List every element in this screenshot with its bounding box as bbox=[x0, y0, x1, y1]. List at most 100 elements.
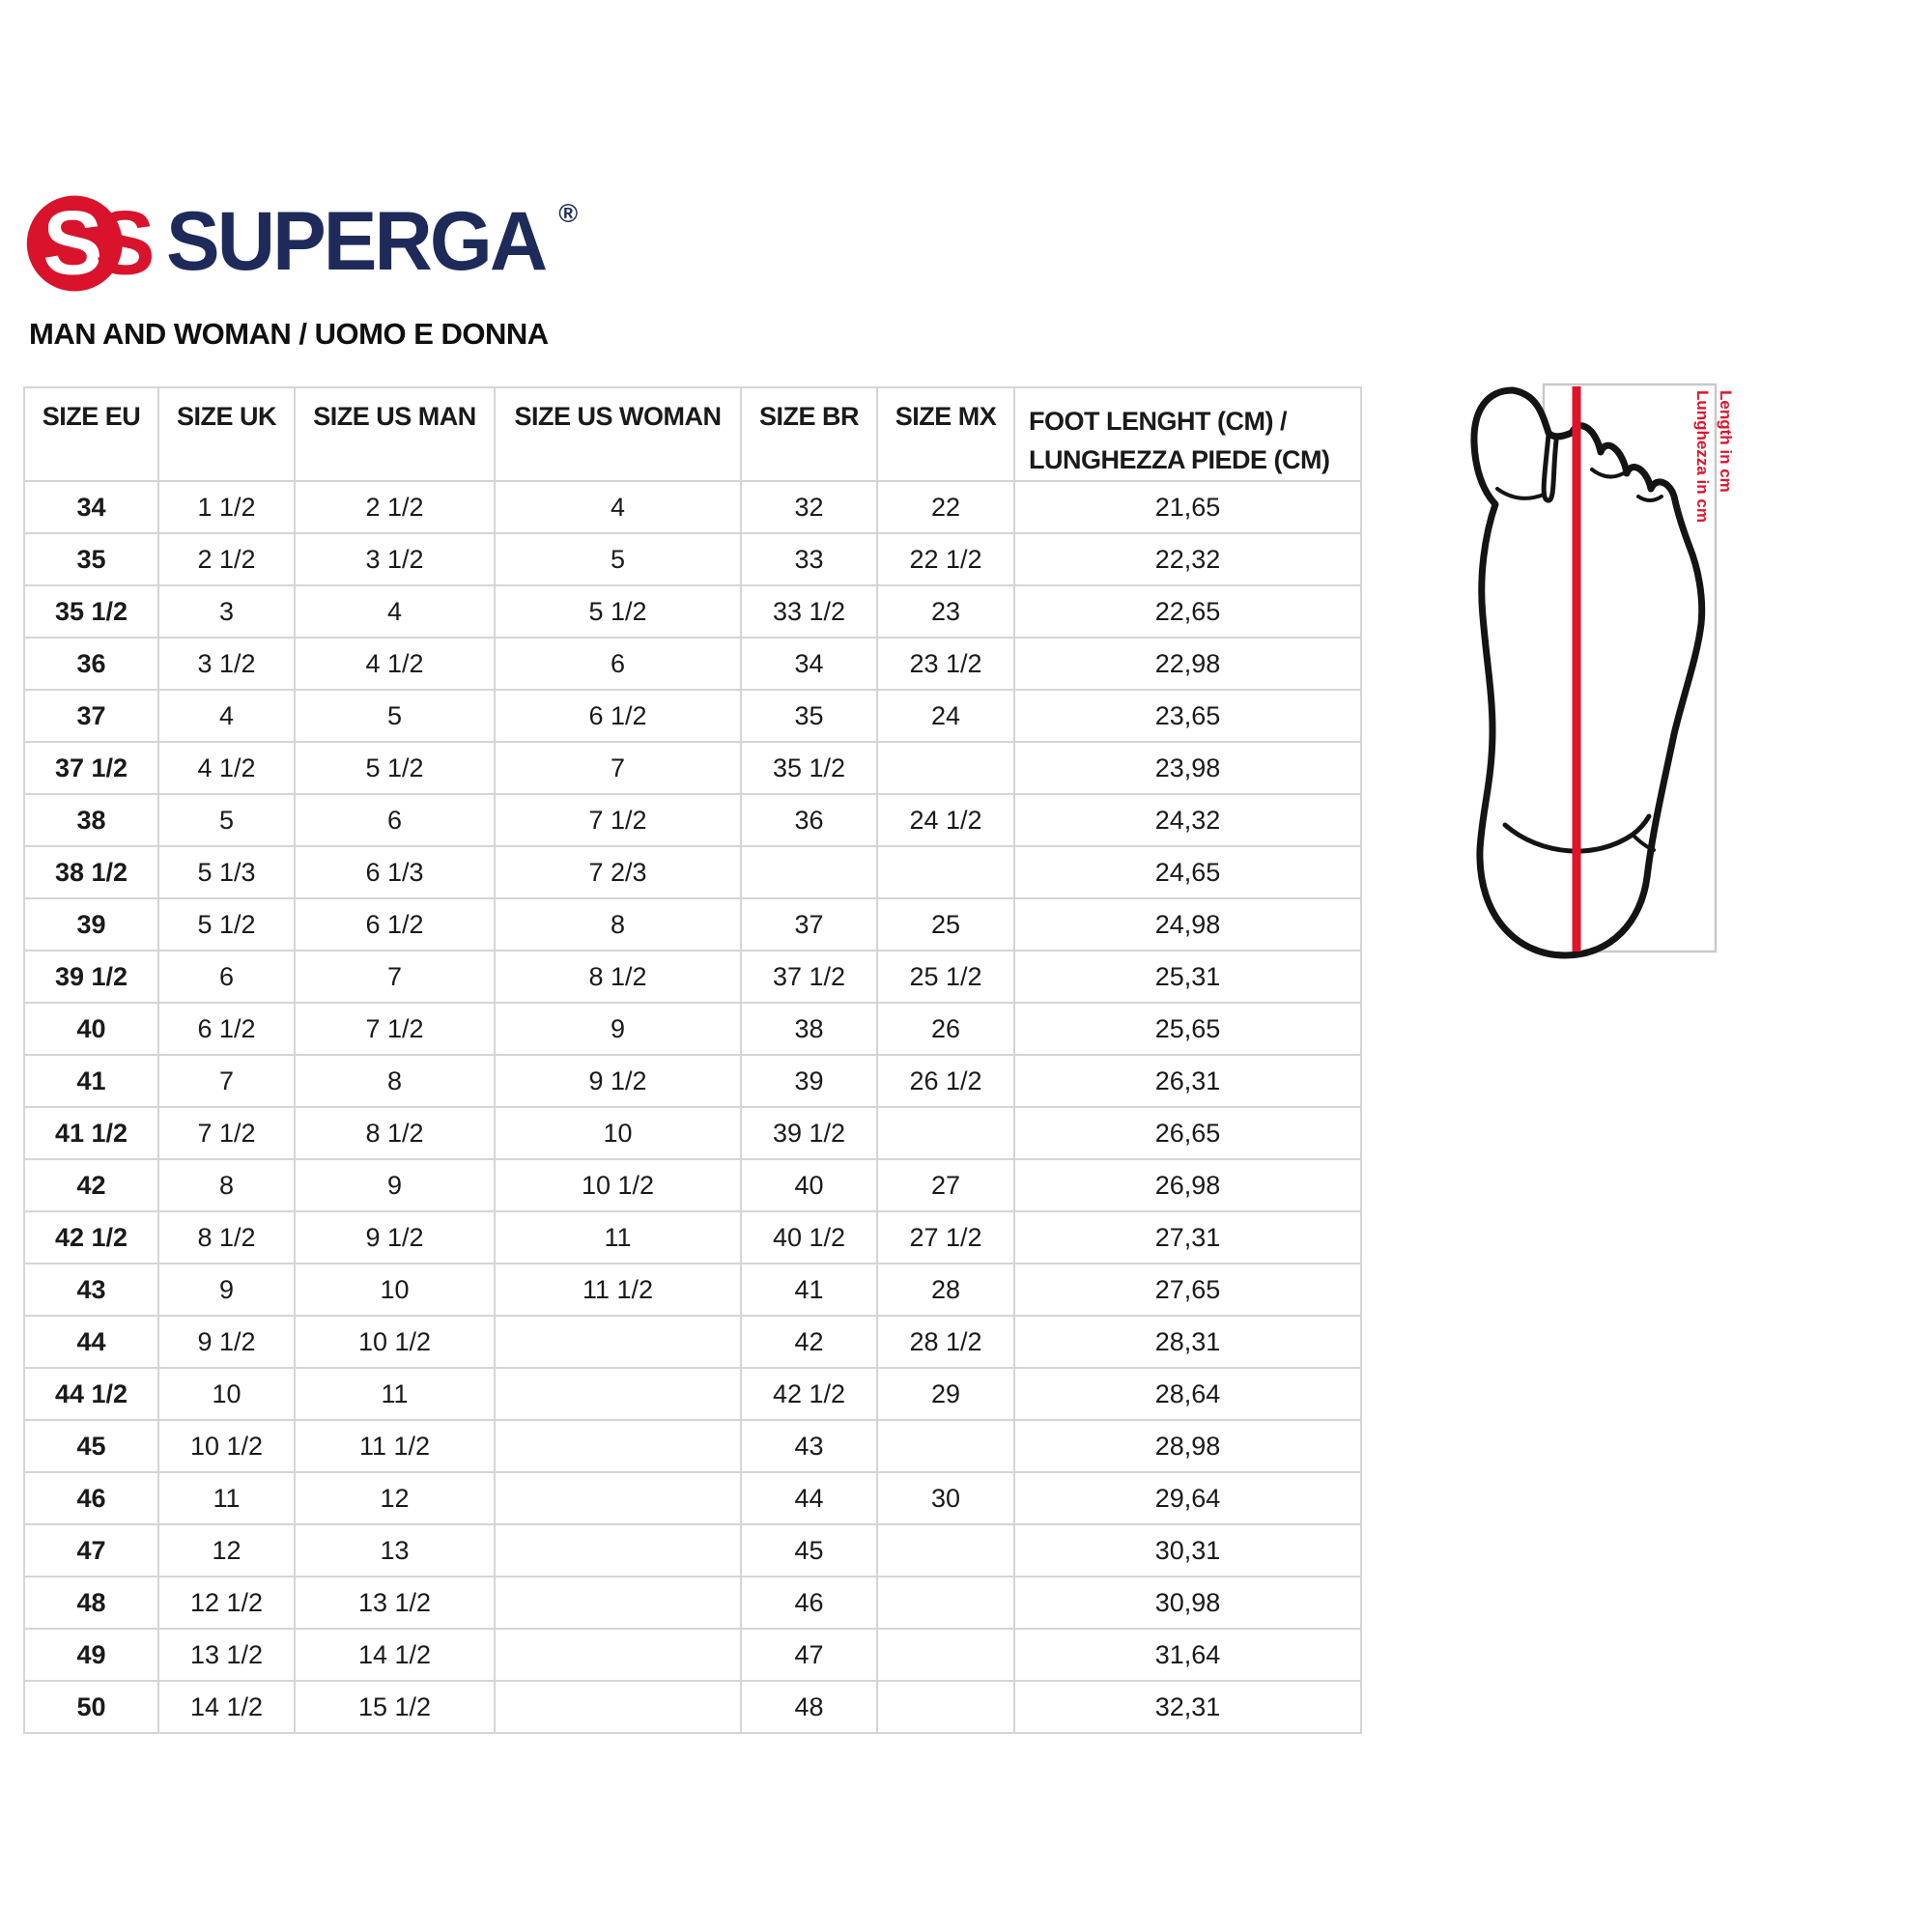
cell-size-us-woman bbox=[494, 1523, 742, 1577]
cell-size-eu: 46 bbox=[23, 1471, 159, 1525]
cell-size-br: 47 bbox=[740, 1628, 878, 1682]
cell-size-uk: 4 bbox=[157, 689, 296, 743]
size-conversion-table: SIZE EU SIZE UK SIZE US MAN SIZE US WOMA… bbox=[23, 386, 1362, 1734]
cell-size-us-man: 6 1/3 bbox=[294, 845, 496, 899]
cell-size-eu: 37 bbox=[23, 689, 159, 743]
cell-size-uk: 10 1/2 bbox=[157, 1419, 296, 1473]
cell-size-mx: 28 1/2 bbox=[876, 1315, 1015, 1369]
toe-web-loop bbox=[1541, 432, 1559, 503]
table-row: 45 10 1/2 11 1/2 43 28,98 bbox=[23, 1419, 1362, 1473]
cell-foot-length: 28,64 bbox=[1013, 1367, 1362, 1421]
cell-foot-length: 23,65 bbox=[1013, 689, 1362, 743]
cell-size-mx: 23 bbox=[876, 584, 1015, 639]
cell-size-mx: 23 1/2 bbox=[876, 637, 1015, 691]
registered-trademark: ® bbox=[558, 199, 579, 228]
cell-size-us-woman: 8 1/2 bbox=[494, 950, 742, 1004]
cell-size-us-woman: 5 bbox=[494, 532, 742, 586]
cell-size-mx: 24 bbox=[876, 689, 1015, 743]
cell-size-uk: 6 bbox=[157, 950, 296, 1004]
table-row: 38 1/2 5 1/3 6 1/3 7 2/3 24,65 bbox=[23, 845, 1362, 899]
table-row: 44 9 1/2 10 1/2 42 28 1/2 28,31 bbox=[23, 1315, 1362, 1369]
heel-line-flick bbox=[1631, 833, 1656, 852]
cell-size-us-man: 5 bbox=[294, 689, 496, 743]
cell-size-uk: 11 bbox=[157, 1471, 296, 1525]
table-row: 48 12 1/2 13 1/2 46 30,98 bbox=[23, 1576, 1362, 1630]
cell-size-us-man: 6 bbox=[294, 793, 496, 847]
cell-size-eu: 38 1/2 bbox=[23, 845, 159, 899]
header-foot-length: FOOT LENGHT (CM) / LUNGHEZZA PIEDE (CM) bbox=[1013, 386, 1362, 482]
cell-size-mx: 25 1/2 bbox=[876, 950, 1015, 1004]
cell-size-mx bbox=[876, 1523, 1015, 1577]
cell-size-eu: 35 1/2 bbox=[23, 584, 159, 639]
table-row: 35 1/2 3 4 5 1/2 33 1/2 23 22,65 bbox=[23, 584, 1362, 639]
cell-size-us-woman bbox=[494, 1680, 742, 1734]
emblem-circle bbox=[26, 195, 123, 292]
cell-foot-length: 21,65 bbox=[1013, 480, 1362, 534]
cell-size-br: 33 bbox=[740, 532, 878, 586]
cell-size-eu: 36 bbox=[23, 637, 159, 691]
cell-size-us-man: 6 1/2 bbox=[294, 897, 496, 952]
cell-size-us-man: 2 1/2 bbox=[294, 480, 496, 534]
cell-size-us-man: 7 bbox=[294, 950, 496, 1004]
cell-size-br: 40 1/2 bbox=[740, 1210, 878, 1264]
cell-foot-length: 25,31 bbox=[1013, 950, 1362, 1004]
cell-size-us-woman: 7 1/2 bbox=[494, 793, 742, 847]
table-row: 46 11 12 44 30 29,64 bbox=[23, 1471, 1362, 1525]
cell-size-us-woman bbox=[494, 1315, 742, 1369]
cell-size-eu: 39 1/2 bbox=[23, 950, 159, 1004]
cell-foot-length: 27,31 bbox=[1013, 1210, 1362, 1264]
cell-size-br: 48 bbox=[740, 1680, 878, 1734]
emblem-white-s: S bbox=[43, 193, 102, 294]
cell-size-us-man: 11 1/2 bbox=[294, 1419, 496, 1473]
cell-size-uk: 9 1/2 bbox=[157, 1315, 296, 1369]
cell-size-us-man: 13 1/2 bbox=[294, 1576, 496, 1630]
cell-size-eu: 43 bbox=[23, 1263, 159, 1317]
cell-size-br: 37 bbox=[740, 897, 878, 952]
cell-size-us-woman: 7 2/3 bbox=[494, 845, 742, 899]
cell-size-us-man: 7 1/2 bbox=[294, 1002, 496, 1056]
cell-size-us-woman bbox=[494, 1367, 742, 1421]
cell-size-br: 35 1/2 bbox=[740, 741, 878, 795]
cell-size-us-woman: 5 1/2 bbox=[494, 584, 742, 639]
cell-foot-length: 24,65 bbox=[1013, 845, 1362, 899]
header-size-uk: SIZE UK bbox=[157, 386, 296, 482]
cell-size-mx: 27 bbox=[876, 1158, 1015, 1212]
table-row: 41 1/2 7 1/2 8 1/2 10 39 1/2 26,65 bbox=[23, 1106, 1362, 1160]
cell-size-br: 35 bbox=[740, 689, 878, 743]
cell-foot-length: 22,65 bbox=[1013, 584, 1362, 639]
cell-size-br: 45 bbox=[740, 1523, 878, 1577]
cell-size-mx: 28 bbox=[876, 1263, 1015, 1317]
cell-size-us-woman bbox=[494, 1419, 742, 1473]
cell-size-br: 42 1/2 bbox=[740, 1367, 878, 1421]
cell-size-us-man: 10 1/2 bbox=[294, 1315, 496, 1369]
cell-foot-length: 30,98 bbox=[1013, 1576, 1362, 1630]
emblem-red-s: S bbox=[95, 193, 155, 294]
cell-size-br: 43 bbox=[740, 1419, 878, 1473]
cell-size-uk: 12 bbox=[157, 1523, 296, 1577]
cell-size-us-man: 13 bbox=[294, 1523, 496, 1577]
cell-size-uk: 5 1/3 bbox=[157, 845, 296, 899]
cell-size-uk: 8 bbox=[157, 1158, 296, 1212]
cell-foot-length: 30,31 bbox=[1013, 1523, 1362, 1577]
cell-size-us-woman: 4 bbox=[494, 480, 742, 534]
cell-size-uk: 7 1/2 bbox=[157, 1106, 296, 1160]
cell-size-eu: 40 bbox=[23, 1002, 159, 1056]
cell-size-us-woman bbox=[494, 1628, 742, 1682]
cell-size-us-woman: 11 1/2 bbox=[494, 1263, 742, 1317]
cell-size-mx: 24 1/2 bbox=[876, 793, 1015, 847]
cell-size-us-man: 15 1/2 bbox=[294, 1680, 496, 1734]
cell-foot-length: 28,31 bbox=[1013, 1315, 1362, 1369]
cell-size-uk: 5 1/2 bbox=[157, 897, 296, 952]
cell-size-mx: 26 bbox=[876, 1002, 1015, 1056]
table-row: 50 14 1/2 15 1/2 48 32,31 bbox=[23, 1680, 1362, 1734]
cell-size-us-woman: 10 1/2 bbox=[494, 1158, 742, 1212]
cell-size-mx: 27 1/2 bbox=[876, 1210, 1015, 1264]
cell-foot-length: 25,65 bbox=[1013, 1002, 1362, 1056]
cell-size-uk: 3 bbox=[157, 584, 296, 639]
cell-foot-length: 22,32 bbox=[1013, 532, 1362, 586]
table-row: 41 7 8 9 1/2 39 26 1/2 26,31 bbox=[23, 1054, 1362, 1108]
cell-size-us-woman: 6 1/2 bbox=[494, 689, 742, 743]
cell-size-uk: 8 1/2 bbox=[157, 1210, 296, 1264]
cell-size-eu: 47 bbox=[23, 1523, 159, 1577]
cell-size-us-man: 12 bbox=[294, 1471, 496, 1525]
